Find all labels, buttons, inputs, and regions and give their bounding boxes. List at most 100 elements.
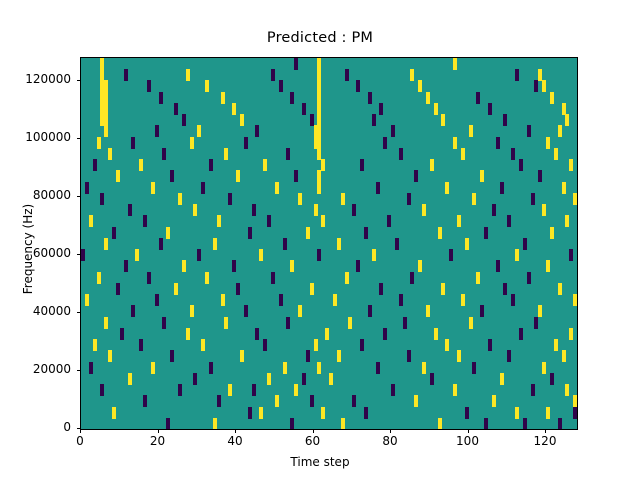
heatmap-cell xyxy=(139,339,144,352)
heatmap-cell xyxy=(340,192,345,205)
heatmap-cell xyxy=(375,361,380,374)
heatmap-cell xyxy=(313,136,318,149)
heatmap-cell xyxy=(278,80,283,93)
heatmap-cell xyxy=(546,406,550,419)
heatmap-cell xyxy=(422,361,426,374)
heatmap-cell xyxy=(201,181,206,194)
heatmap-cell xyxy=(340,417,345,429)
y-tick-mark xyxy=(76,138,80,140)
heatmap-cell xyxy=(201,339,206,352)
heatmap-cell xyxy=(212,417,217,429)
heatmap-cell xyxy=(549,372,554,385)
heatmap-cell xyxy=(317,80,322,93)
heatmap-cell xyxy=(437,417,442,429)
heatmap-cell xyxy=(410,271,415,284)
heatmap-cell xyxy=(286,147,291,160)
heatmap-cell xyxy=(391,125,395,138)
heatmap-cell xyxy=(166,226,171,239)
heatmap-cell xyxy=(356,260,361,273)
y-tick-mark xyxy=(76,196,80,198)
heatmap-cell xyxy=(553,147,558,160)
heatmap-cell xyxy=(468,316,473,329)
heatmap-cell xyxy=(414,395,419,408)
heatmap-cell xyxy=(104,80,109,93)
heatmap-cell xyxy=(251,384,256,397)
heatmap-cell xyxy=(290,91,295,104)
heatmap-cell xyxy=(418,260,423,273)
heatmap-cell xyxy=(177,192,182,205)
heatmap-cell xyxy=(162,147,167,160)
heatmap-cell xyxy=(189,305,194,318)
heatmap-cell xyxy=(344,271,349,284)
heatmap-cell xyxy=(534,316,539,329)
heatmap-cell xyxy=(267,372,271,385)
heatmap-cell xyxy=(425,91,430,104)
heatmap-cell xyxy=(406,192,411,205)
heatmap-cell xyxy=(480,170,485,183)
heatmap-cell xyxy=(406,350,411,363)
heatmap-cell xyxy=(332,294,337,307)
heatmap-cell xyxy=(115,282,120,295)
heatmap-cell xyxy=(197,125,202,138)
heatmap-cell xyxy=(526,271,531,284)
heatmap-cell xyxy=(228,384,233,397)
heatmap-cell xyxy=(305,226,310,239)
heatmap-cell xyxy=(143,215,147,228)
heatmap-cell xyxy=(317,170,322,183)
heatmap-cell xyxy=(538,170,543,183)
x-tick-mark xyxy=(467,429,469,433)
x-tick-label: 60 xyxy=(304,434,321,448)
heatmap-cell xyxy=(298,305,302,318)
heatmap-cell xyxy=(422,204,426,217)
heatmap-cell xyxy=(542,204,547,217)
heatmap-cell xyxy=(193,204,198,217)
heatmap-cell xyxy=(402,316,407,329)
heatmap-cell xyxy=(96,136,101,149)
heatmap-cell xyxy=(205,271,209,284)
heatmap-cell xyxy=(115,170,120,183)
heatmap-cell xyxy=(515,249,519,262)
heatmap-cell xyxy=(236,170,240,183)
heatmap-cell xyxy=(414,170,419,183)
heatmap-cell xyxy=(108,350,113,363)
heatmap-cell xyxy=(367,91,372,104)
heatmap-cell xyxy=(487,339,492,352)
heatmap-cell xyxy=(104,125,109,138)
heatmap-axes[interactable] xyxy=(80,57,578,430)
heatmap-cell xyxy=(84,294,89,307)
heatmap-cell xyxy=(363,406,368,419)
heatmap-cell xyxy=(104,91,109,104)
heatmap-cell xyxy=(270,69,275,82)
heatmap-cell xyxy=(534,80,539,93)
heatmap-cell xyxy=(243,305,248,318)
heatmap-cell xyxy=(301,102,306,115)
heatmap-cell xyxy=(522,417,527,429)
heatmap-cell xyxy=(569,327,574,340)
heatmap-cell xyxy=(162,316,167,329)
heatmap-cell xyxy=(433,102,438,115)
heatmap-cell xyxy=(476,271,481,284)
heatmap-cell xyxy=(464,237,469,250)
y-tick-label: 0 xyxy=(63,420,71,434)
heatmap-cell xyxy=(100,80,105,93)
heatmap-cell xyxy=(344,69,349,82)
heatmap-cell xyxy=(441,282,446,295)
heatmap-cell xyxy=(123,69,128,82)
x-tick-label: 0 xyxy=(76,434,84,448)
heatmap-cell xyxy=(530,192,535,205)
heatmap-cell xyxy=(100,91,105,104)
heatmap-cell xyxy=(224,316,229,329)
heatmap-cell xyxy=(208,361,213,374)
heatmap-cell xyxy=(143,395,147,408)
heatmap-cell xyxy=(360,339,364,352)
heatmap-cell xyxy=(371,249,376,262)
x-tick-label: 120 xyxy=(533,434,557,448)
y-tick-label: 120000 xyxy=(25,72,71,87)
heatmap-cell xyxy=(96,271,101,284)
heatmap-cell xyxy=(309,395,314,408)
heatmap-cell xyxy=(429,372,434,385)
x-tick-mark xyxy=(157,429,159,433)
heatmap-cell xyxy=(499,181,504,194)
heatmap-cell xyxy=(247,226,252,239)
y-tick-label: 60000 xyxy=(32,246,71,261)
